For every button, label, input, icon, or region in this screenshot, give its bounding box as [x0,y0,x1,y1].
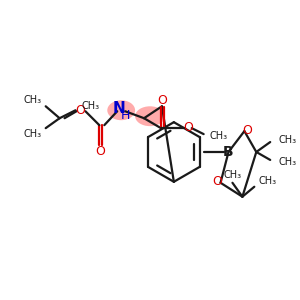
Text: O: O [95,146,105,158]
Text: CH₃: CH₃ [224,170,242,180]
Text: CH₃: CH₃ [24,95,42,105]
Text: B: B [223,145,234,159]
Text: H: H [121,109,130,122]
Text: O: O [157,94,167,107]
Text: O: O [213,175,223,188]
Text: CH₃: CH₃ [278,135,296,145]
Text: O: O [183,121,193,134]
Text: CH₃: CH₃ [278,157,296,167]
Ellipse shape [107,100,135,120]
Text: O: O [76,104,85,117]
Text: CH₃: CH₃ [210,131,228,141]
Text: CH₃: CH₃ [24,129,42,139]
Text: CH₃: CH₃ [82,101,100,111]
Text: N: N [113,101,126,116]
Text: CH₃: CH₃ [258,176,276,186]
Ellipse shape [135,106,165,126]
Text: O: O [242,124,252,136]
